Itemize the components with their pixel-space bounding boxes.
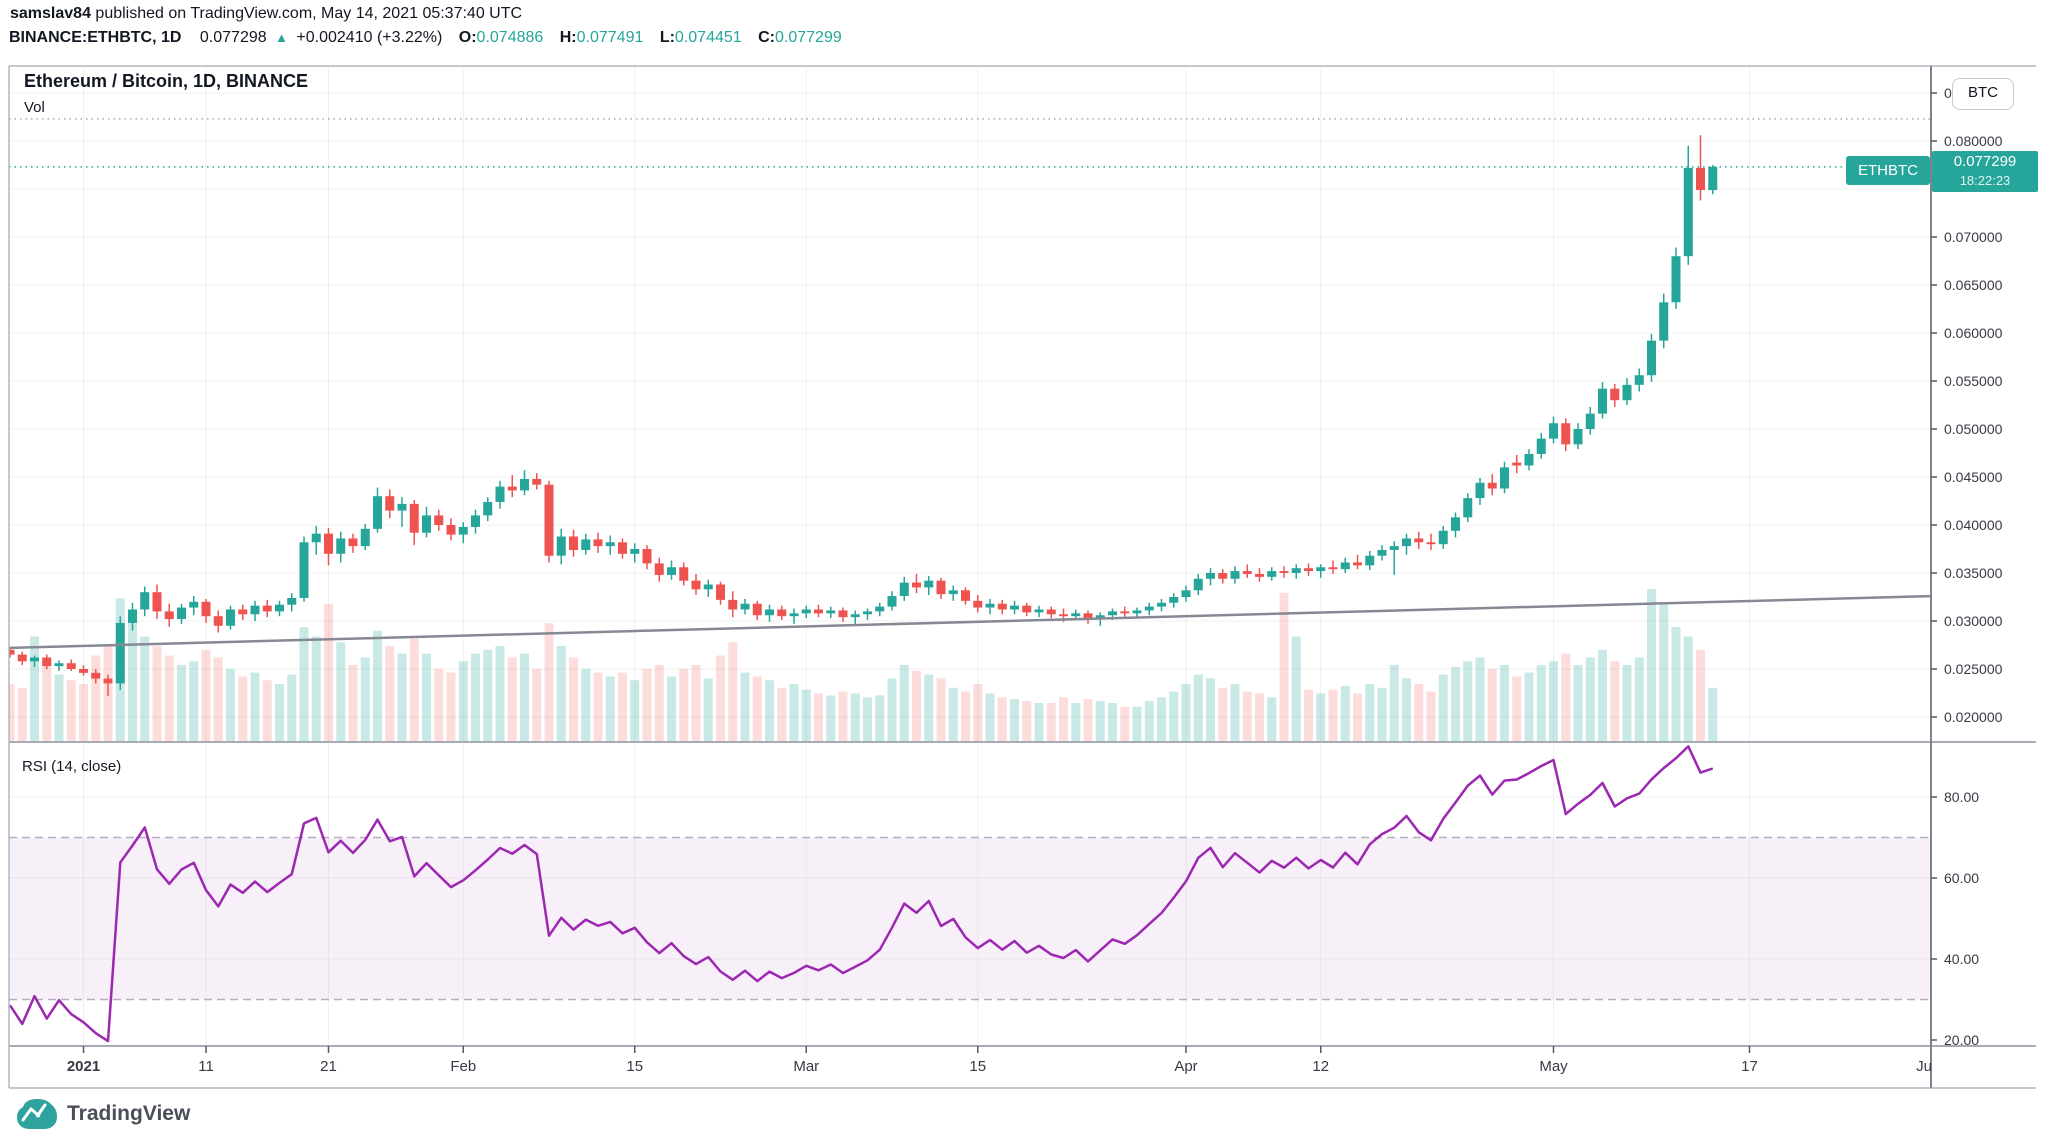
- tradingview-branding[interactable]: TradingView: [16, 1098, 190, 1130]
- byline-text: published on TradingView.com, May 14, 20…: [90, 5, 523, 22]
- price-axis-label[interactable]: 0.025000: [1944, 661, 2003, 677]
- high-value: 0.077491: [576, 29, 644, 46]
- symbol-info-row: BINANCE:ETHBTC, 1D 0.077298 ▲ +0.002410 …: [9, 29, 842, 47]
- time-axis-label[interactable]: 15: [969, 1058, 987, 1075]
- time-axis-label[interactable]: 15: [626, 1058, 644, 1075]
- low-label: L:: [659, 29, 675, 46]
- time-axis-label[interactable]: 12: [1312, 1058, 1330, 1075]
- rsi-axis-label[interactable]: 80.00: [1944, 789, 1980, 805]
- volume-indicator-label[interactable]: Vol: [24, 99, 45, 116]
- author-name: samslav84: [10, 5, 91, 22]
- time-axis-label[interactable]: Feb: [450, 1058, 477, 1075]
- currency-toggle-button[interactable]: BTC: [1952, 78, 2014, 110]
- chart-legend-title[interactable]: Ethereum / Bitcoin, 1D, BINANCE: [24, 71, 309, 91]
- price-axis-label[interactable]: 0.060000: [1944, 325, 2003, 341]
- price-axis-label[interactable]: 0.045000: [1944, 469, 2003, 485]
- time-axis-label[interactable]: Mar: [793, 1058, 820, 1075]
- rsi-axis-label[interactable]: 60.00: [1944, 870, 1980, 886]
- open-label: O:: [458, 29, 477, 46]
- badge-price: 0.077299: [1953, 153, 2017, 170]
- price-change: +0.002410 (+3.22%): [296, 29, 443, 46]
- up-arrow-icon: ▲: [275, 30, 288, 45]
- time-axis-label[interactable]: Apr: [1174, 1058, 1198, 1075]
- time-axis-label[interactable]: 21: [320, 1058, 337, 1075]
- badge-countdown: 18:22:23: [1959, 173, 2011, 188]
- rsi-indicator-label[interactable]: RSI (14, close): [22, 758, 122, 775]
- price-axis-label[interactable]: 0.050000: [1944, 421, 2003, 437]
- price-axis-label[interactable]: 0.065000: [1944, 277, 2003, 293]
- tradingview-logo-icon: [17, 1099, 57, 1129]
- symbol-price-tag: ETHBTC: [1846, 156, 1930, 185]
- rsi-axis-label[interactable]: 40.00: [1944, 951, 1980, 967]
- open-value: 0.074886: [476, 29, 544, 46]
- close-label: C:: [758, 29, 775, 46]
- time-axis-label[interactable]: Ju: [1916, 1058, 1932, 1075]
- byline: samslav84 published on TradingView.com, …: [10, 5, 522, 23]
- time-axis-label[interactable]: 2021: [66, 1058, 101, 1075]
- close-value: 0.077299: [775, 29, 842, 46]
- price-axis-label[interactable]: 0.080000: [1944, 133, 2003, 149]
- price-axis-label[interactable]: 0.020000: [1944, 709, 2003, 725]
- symbol-name[interactable]: BINANCE:ETHBTC, 1D: [9, 29, 182, 46]
- rsi-axis-label[interactable]: 20.00: [1944, 1032, 1980, 1048]
- high-label: H:: [559, 29, 577, 46]
- last-price: 0.077298: [199, 29, 267, 46]
- time-axis-label[interactable]: 11: [198, 1058, 214, 1075]
- tradingview-wordmark: TradingView: [67, 1102, 191, 1125]
- price-axis-label[interactable]: 0.030000: [1944, 613, 2003, 629]
- time-axis-label[interactable]: 17: [1741, 1058, 1758, 1075]
- price-axis-label[interactable]: 0.055000: [1944, 373, 2003, 389]
- price-axis-label[interactable]: 0.035000: [1944, 565, 2003, 581]
- price-axis-label[interactable]: 0.070000: [1944, 229, 2003, 245]
- low-value: 0.074451: [674, 29, 742, 46]
- time-axis-label[interactable]: May: [1539, 1058, 1568, 1075]
- last-price-badge: 0.077299 18:22:23: [1932, 151, 2038, 192]
- price-axis-label[interactable]: 0.040000: [1944, 517, 2003, 533]
